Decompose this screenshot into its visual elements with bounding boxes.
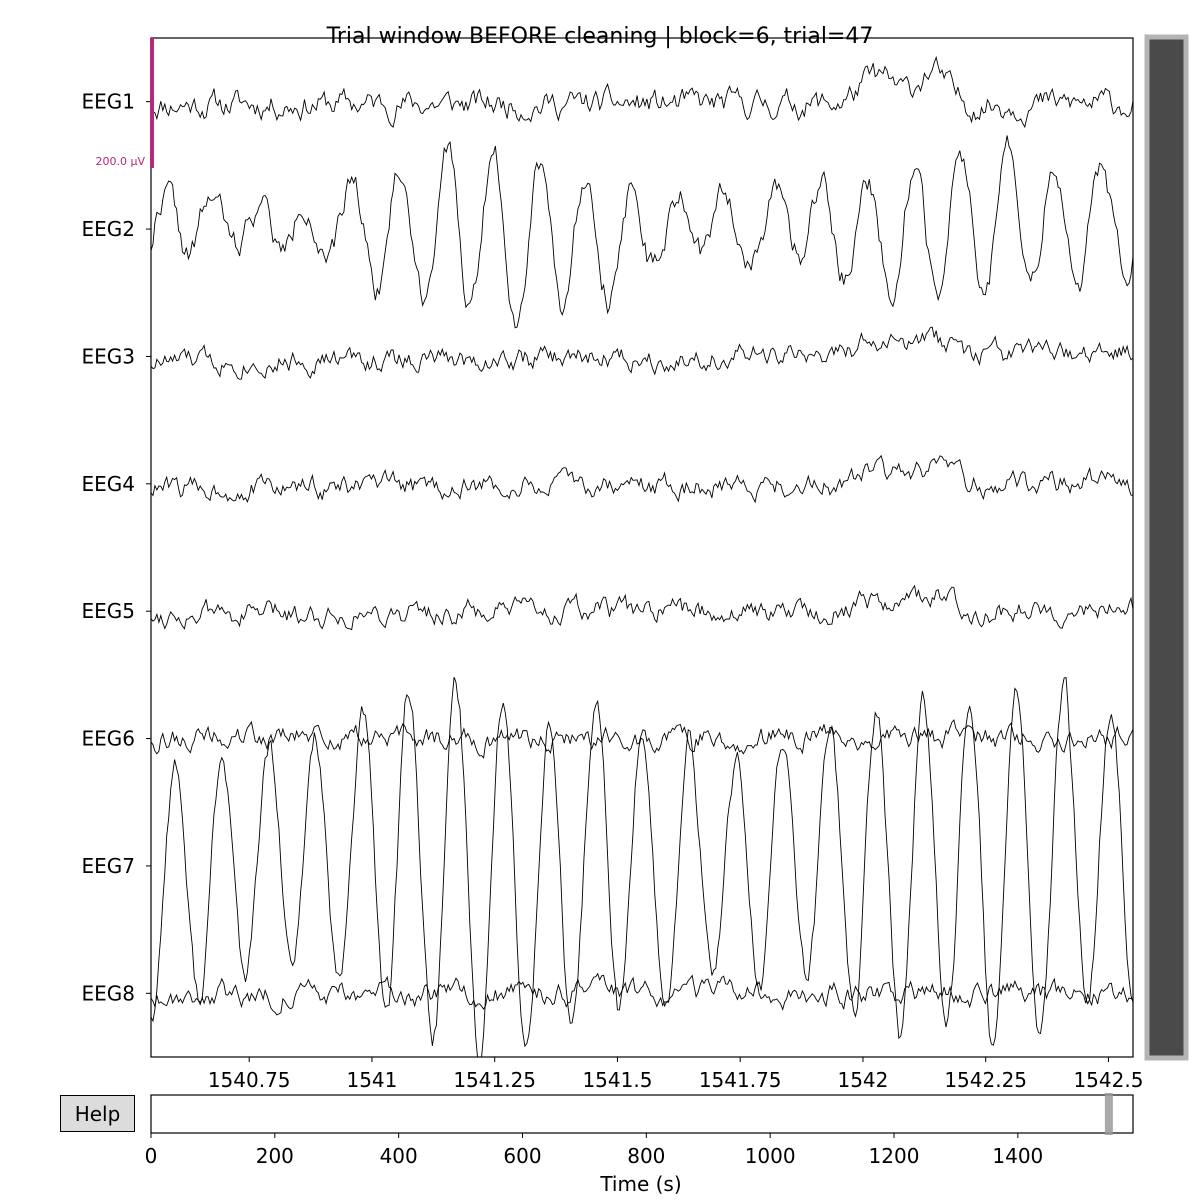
overview-x-axis: 0 200 400 600 800 1000 1200 1400 [145, 1133, 1043, 1168]
vertical-scrollbar[interactable] [1144, 34, 1189, 1061]
x-tick-label: 600 [503, 1144, 541, 1168]
trace-eeg3 [151, 326, 1133, 380]
trace-eeg2 [151, 135, 1133, 329]
trace-eeg5 [151, 584, 1133, 631]
main-x-axis: 1540.75 1541 1541.25 1541.5 1541.75 1542 1542.… [208, 1057, 1143, 1092]
trace-eeg6 [151, 719, 1133, 759]
x-tick-label: 1000 [745, 1144, 796, 1168]
trace-eeg8 [151, 972, 1133, 1016]
x-tick-label: 1541.25 [453, 1068, 536, 1092]
scrollbar-position-marker[interactable] [1104, 1093, 1113, 1135]
channel-label-eeg3[interactable]: EEG3 [82, 344, 136, 368]
channel-label-eeg6[interactable]: EEG6 [82, 727, 136, 751]
channel-label-eeg8[interactable]: EEG8 [82, 981, 136, 1005]
trace-eeg7 [151, 677, 1133, 1057]
x-tick-label: 1541.75 [699, 1068, 782, 1092]
x-tick-label: 1542.25 [944, 1068, 1027, 1092]
x-tick-label: 1541 [346, 1068, 397, 1092]
x-tick-label: 800 [627, 1144, 665, 1168]
x-tick-label: 0 [145, 1144, 158, 1168]
overview-x-axis-label: Time (s) [599, 1172, 681, 1196]
channel-label-eeg4[interactable]: EEG4 [82, 472, 136, 496]
trace-eeg1 [151, 55, 1133, 129]
channel-label-eeg5[interactable]: EEG5 [82, 599, 136, 623]
x-tick-label: 1400 [992, 1144, 1043, 1168]
chart-title: Trial window BEFORE cleaning | block=6, … [326, 24, 874, 49]
x-tick-label: 400 [380, 1144, 418, 1168]
x-tick-label: 1541.5 [582, 1068, 652, 1092]
x-tick-label: 1540.75 [208, 1068, 291, 1092]
scale-bar-label: 200.0 µV [95, 155, 145, 168]
x-tick-label: 1542.5 [1073, 1068, 1143, 1092]
trace-eeg4 [151, 454, 1133, 504]
horizontal-scrollbar[interactable] [150, 1094, 1134, 1134]
channel-label-eeg2[interactable]: EEG2 [82, 217, 136, 241]
channel-label-eeg7[interactable]: EEG7 [82, 854, 136, 878]
x-tick-label: 200 [256, 1144, 294, 1168]
x-tick-label: 1542 [837, 1068, 888, 1092]
plot-frame [150, 37, 1134, 1058]
x-tick-label: 1200 [869, 1144, 920, 1168]
eeg-traces[interactable] [151, 55, 1133, 1059]
channel-label-eeg1[interactable]: EEG1 [82, 90, 136, 114]
help-button[interactable]: Help [60, 1095, 135, 1132]
channel-labels: EEG1 EEG2 EEG3 EEG4 EEG5 EEG6 EEG7 EEG8 [82, 90, 151, 1005]
